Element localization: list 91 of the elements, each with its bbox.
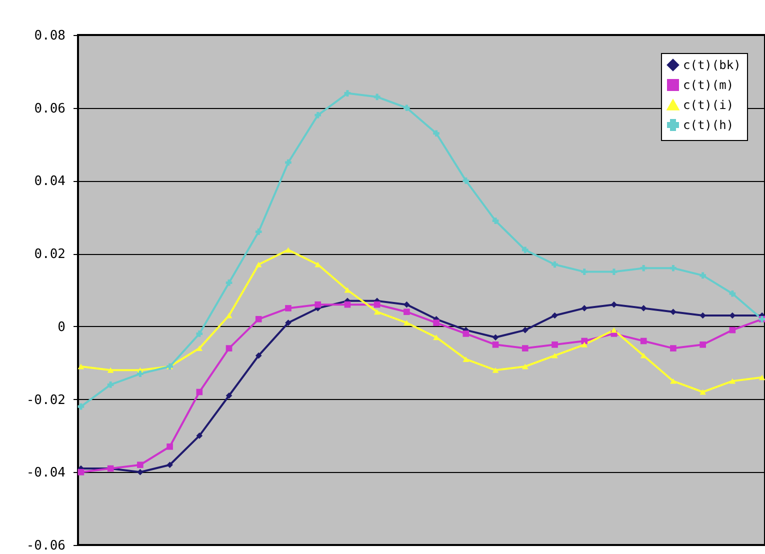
point — [522, 345, 528, 352]
y-tick-label: 0.08 — [34, 28, 66, 44]
point — [78, 403, 84, 410]
point — [226, 345, 232, 352]
point — [344, 90, 351, 96]
point — [137, 468, 144, 476]
point — [166, 462, 173, 468]
point — [196, 330, 203, 337]
point — [610, 268, 618, 275]
point — [552, 261, 558, 268]
point — [581, 268, 588, 275]
point — [522, 364, 528, 370]
y-tick-label: 0 — [58, 320, 66, 335]
point — [492, 218, 499, 224]
point — [255, 228, 262, 235]
point — [226, 392, 232, 399]
point — [404, 320, 410, 326]
point — [255, 262, 262, 268]
point — [552, 352, 558, 358]
point — [78, 468, 84, 476]
point — [374, 94, 380, 100]
point — [433, 130, 440, 137]
legend-label: c(t)(bk) — [683, 58, 741, 72]
point — [729, 326, 736, 334]
y-tick-label: -0.02 — [26, 392, 66, 408]
point — [255, 352, 262, 359]
point — [522, 246, 528, 254]
y-tick-label: 0.06 — [34, 101, 66, 116]
point — [670, 378, 676, 384]
point — [196, 432, 203, 439]
point — [700, 272, 706, 279]
point — [552, 312, 558, 319]
point — [344, 301, 351, 308]
point — [581, 305, 588, 312]
point — [433, 320, 440, 326]
point — [700, 389, 706, 395]
point — [226, 312, 232, 318]
point — [433, 334, 440, 340]
point — [640, 352, 647, 358]
point — [700, 312, 706, 319]
point — [255, 316, 262, 322]
point — [492, 334, 499, 341]
point — [729, 378, 736, 384]
point — [78, 364, 84, 370]
y-tick-label: -0.04 — [26, 466, 66, 481]
point — [670, 308, 676, 316]
point — [610, 327, 618, 333]
point — [492, 341, 499, 348]
point — [729, 290, 736, 297]
point — [758, 374, 765, 380]
legend-label: c(t)(h) — [683, 118, 734, 132]
point — [196, 346, 203, 352]
point — [404, 104, 410, 112]
point — [404, 308, 410, 316]
point — [285, 320, 292, 326]
y-tick-label: 0.02 — [34, 247, 66, 262]
point — [166, 443, 173, 450]
point — [640, 338, 647, 344]
legend-label: c(t)(i) — [683, 98, 734, 112]
point — [670, 264, 676, 272]
point — [285, 247, 292, 253]
point — [640, 305, 647, 312]
point — [492, 367, 499, 373]
y-tick-label: 0.04 — [34, 174, 66, 190]
legend-label: c(t)(m) — [683, 78, 734, 92]
point — [522, 326, 528, 334]
point — [670, 345, 676, 352]
point — [640, 264, 647, 272]
point — [374, 301, 380, 308]
point — [314, 301, 322, 308]
point — [462, 178, 470, 184]
point — [285, 305, 292, 312]
point — [107, 382, 114, 388]
point — [137, 462, 144, 468]
point — [344, 287, 351, 293]
point — [196, 388, 203, 396]
point — [581, 342, 588, 348]
point — [137, 370, 144, 377]
point — [374, 309, 380, 315]
point — [285, 159, 292, 166]
point — [462, 356, 470, 362]
point — [700, 341, 706, 348]
point — [107, 367, 114, 373]
point — [581, 338, 588, 344]
point — [610, 301, 618, 308]
y-tick-label: -0.06 — [26, 538, 66, 554]
point — [552, 341, 558, 348]
point — [462, 330, 470, 337]
point — [314, 112, 322, 118]
point — [226, 280, 232, 286]
point — [404, 301, 410, 308]
